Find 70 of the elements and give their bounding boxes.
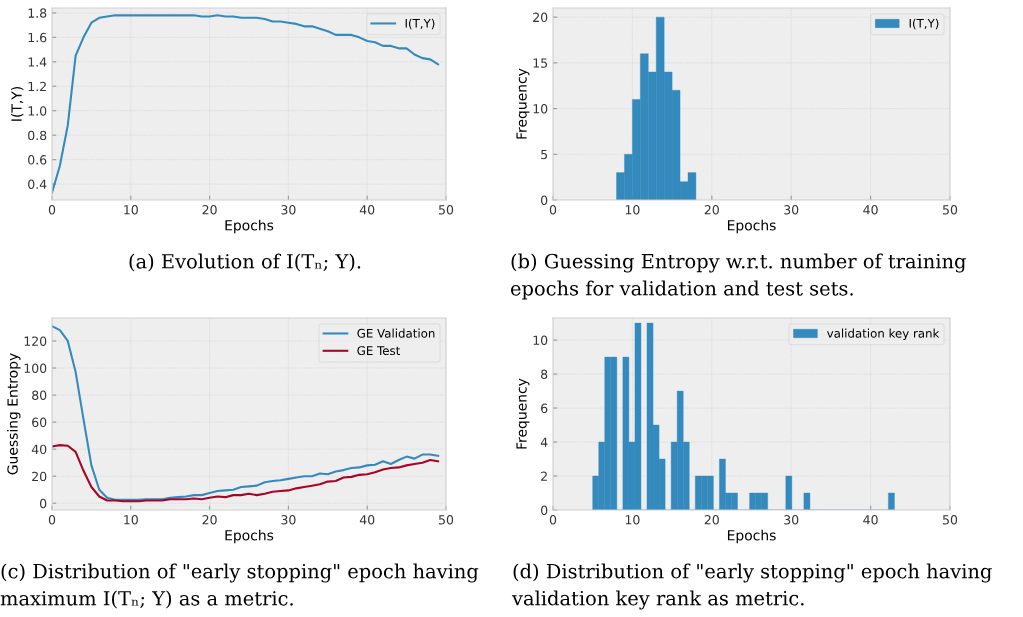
y-tick-label: 0.4 [28,179,47,190]
x-tick-label: 30 [281,515,296,525]
y-tick-label: 10 [533,335,548,346]
y-tick-label: 60 [32,417,47,428]
y-axis-title: Guessing Entropy [7,353,21,475]
y-tick-label: 1.2 [28,81,46,92]
y-tick-label: 4 [540,437,548,447]
y-tick-label: 100 [24,363,47,373]
x-tick-label: 40 [863,515,878,525]
y-axis-title: I(T,Y) [11,87,24,121]
text: (a) Evolution of I(Tₙ; Y). [129,253,361,272]
legend-label: GE Validation [357,328,435,338]
x-tick-label: 50 [943,515,958,525]
y-tick-label: 80 [32,390,47,400]
x-tick-label: 0 [48,205,56,215]
x-tick-label: 10 [625,205,640,215]
y-tick-label: 1.4 [28,57,47,67]
x-tick-label: 30 [281,205,296,215]
y-tick-label: 2 [541,471,547,481]
y-tick-label: 15 [533,58,548,68]
y-tick-label: 1.8 [28,8,47,18]
text: validation key rank as metric. [511,590,804,610]
legend-label: GE Test [357,346,401,356]
y-tick-label: 5 [541,149,548,160]
y-tick-label: 1.6 [28,32,47,43]
y-tick-label: 6 [541,403,548,413]
x-tick-label: 50 [439,205,454,215]
x-tick-label: 20 [704,205,719,215]
y-tick-label: 0.6 [28,155,47,165]
y-tick-label: 0.8 [28,130,47,141]
y-tick-label: 10 [533,104,548,114]
y-tick-label: 20 [533,12,548,23]
x-tick-label: 20 [202,205,217,215]
x-tick-label: 40 [359,515,375,525]
x-tick-label: 0 [48,515,56,525]
text: (d) Distribution of "early stopping" epoch having [513,563,992,583]
y-tick-label: 1.0 [28,106,47,116]
x-tick-label: 20 [704,515,719,525]
x-tick-label: 50 [943,205,958,215]
legend-label: validation key rank [827,328,940,341]
y-tick-label: 120 [24,336,47,346]
x-tick-label: 0 [549,205,557,215]
y-axis-title: Frequency [516,68,530,139]
y-tick-label: 8 [541,369,548,379]
x-axis-title: Epochs [727,529,776,544]
y-tick-label: 0 [541,505,548,515]
text: (b) Guessing Entropy w.r.t. number of training [511,253,966,273]
x-tick-label: 20 [202,515,217,525]
x-axis-title: Epochs [225,529,274,544]
text: maximum I(Tₙ; Y) as a metric. [0,590,293,609]
text: (c) Distribution of "early stopping" epoch having [1,563,479,583]
legend-label: I(T,Y) [405,18,435,30]
y-tick-label: 20 [32,471,47,482]
x-tick-label: 10 [124,205,138,215]
x-tick-label: 30 [784,515,799,525]
x-axis-title: Epochs [225,219,274,234]
x-tick-label: 40 [359,205,375,215]
y-tick-label: 0 [40,498,47,509]
x-tick-label: 30 [784,205,799,215]
y-tick-label: 40 [31,444,47,455]
x-axis-title: Epochs [727,219,776,234]
x-tick-label: 50 [439,515,454,525]
x-tick-label: 0 [549,515,557,525]
x-tick-label: 10 [625,515,640,525]
y-tick-label: 0 [541,195,548,205]
y-axis-title: Frequency [516,378,530,449]
x-tick-label: 40 [863,205,878,215]
x-tick-label: 10 [124,515,138,525]
legend-label: I(T,Y) [909,18,939,30]
text: epochs for validation and test sets. [510,280,853,300]
